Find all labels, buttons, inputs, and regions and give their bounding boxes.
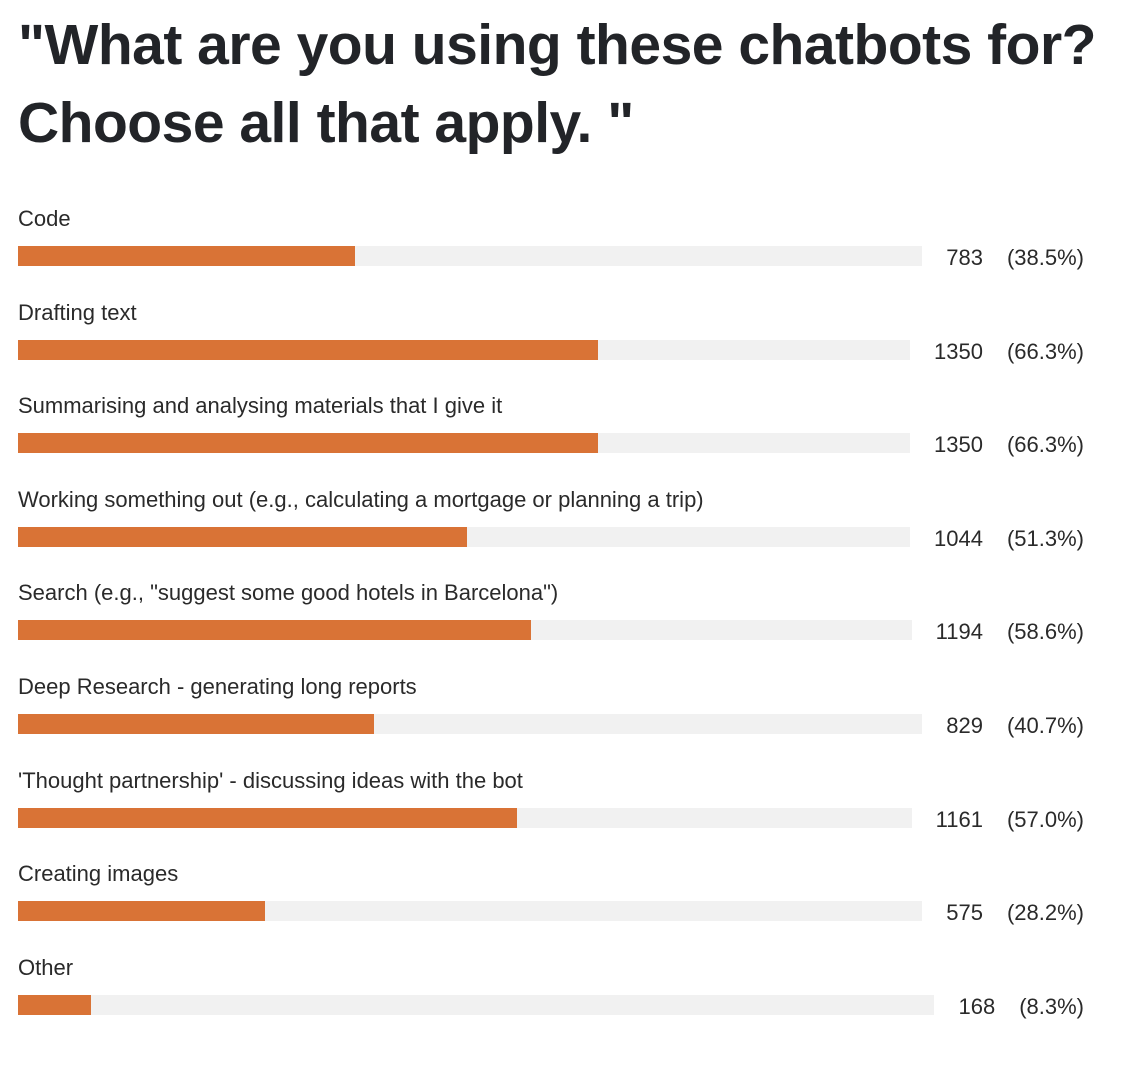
count-label: 783 xyxy=(946,245,983,270)
count-label: 829 xyxy=(946,713,983,738)
category-label: Code xyxy=(18,206,71,231)
bar-row: 'Thought partnership' - discussing ideas… xyxy=(0,767,1134,861)
bar-row: Summarising and analysing materials that… xyxy=(0,392,1134,486)
category-label: Creating images xyxy=(18,861,179,887)
bar-row: Code (38.5%) 783 xyxy=(0,205,1134,299)
bar xyxy=(18,994,91,1015)
percent-label: (51.3%) xyxy=(1006,525,1084,551)
count-label: 1044 xyxy=(934,525,983,551)
percent-label: (28.2%) xyxy=(1006,900,1084,926)
bar xyxy=(18,526,467,547)
count-label: 1350 xyxy=(934,432,983,458)
count-label: 1350 xyxy=(934,338,983,364)
bar-track xyxy=(18,433,910,454)
bar-row: Drafting text (66.3%) 1350 xyxy=(0,299,1134,393)
bar xyxy=(18,714,375,734)
bar xyxy=(18,901,265,922)
category-label: Summarising and analysing materials that… xyxy=(18,393,503,419)
count-label: 575 xyxy=(946,900,983,926)
category-label: Drafting text xyxy=(18,299,137,325)
percent-label: (66.3%) xyxy=(1006,432,1084,458)
chart-title: "What are you using these chatbots for? … xyxy=(18,13,1096,155)
count-label: 1194 xyxy=(935,619,983,645)
percent-label: (38.5%) xyxy=(1006,245,1084,270)
bar-row: Search (e.g., "suggest some good hotels … xyxy=(0,579,1134,673)
category-label: Deep Research - generating long reports xyxy=(18,674,417,699)
percent-label: (57.0%) xyxy=(1006,806,1084,832)
bar-track xyxy=(18,246,923,266)
bar-track xyxy=(18,620,912,641)
bar-track xyxy=(18,714,923,734)
percent-label: (58.6%) xyxy=(1006,619,1084,645)
category-label: Search (e.g., "suggest some good hotels … xyxy=(18,580,559,606)
category-label: Other xyxy=(18,954,74,980)
category-label: 'Thought partnership' - discussing ideas… xyxy=(18,767,523,793)
percent-label: (8.3%) xyxy=(1019,993,1084,1019)
bar-row: Creating images (28.2%) 575 xyxy=(0,860,1134,954)
bar-track xyxy=(18,994,935,1015)
count-label: 1161 xyxy=(935,806,983,832)
bar-row: Other (8.3%) 168 xyxy=(0,954,1134,1048)
bar xyxy=(18,246,355,266)
bar xyxy=(18,433,599,454)
bar xyxy=(18,339,599,360)
bar-row: Deep Research - generating long reports (… xyxy=(0,673,1134,767)
bar-track xyxy=(18,807,912,828)
bar xyxy=(18,807,517,828)
bar-track xyxy=(18,339,910,360)
percent-label: (66.3%) xyxy=(1006,338,1084,364)
count-label: 168 xyxy=(958,993,996,1019)
bar xyxy=(18,620,531,641)
bar-track xyxy=(18,901,923,922)
percent-label: (40.7%) xyxy=(1006,713,1084,738)
bar-track xyxy=(18,526,910,547)
bar-row: Working something out (e.g., calculating… xyxy=(0,486,1134,580)
category-label: Working something out (e.g., calculating… xyxy=(18,486,704,512)
